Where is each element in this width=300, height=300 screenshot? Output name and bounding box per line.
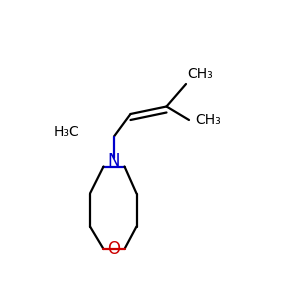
Text: H₃C: H₃C: [54, 125, 80, 139]
Text: N: N: [108, 152, 120, 170]
Text: O: O: [107, 240, 121, 258]
Text: CH₃: CH₃: [195, 113, 221, 127]
Text: CH₃: CH₃: [188, 67, 213, 80]
